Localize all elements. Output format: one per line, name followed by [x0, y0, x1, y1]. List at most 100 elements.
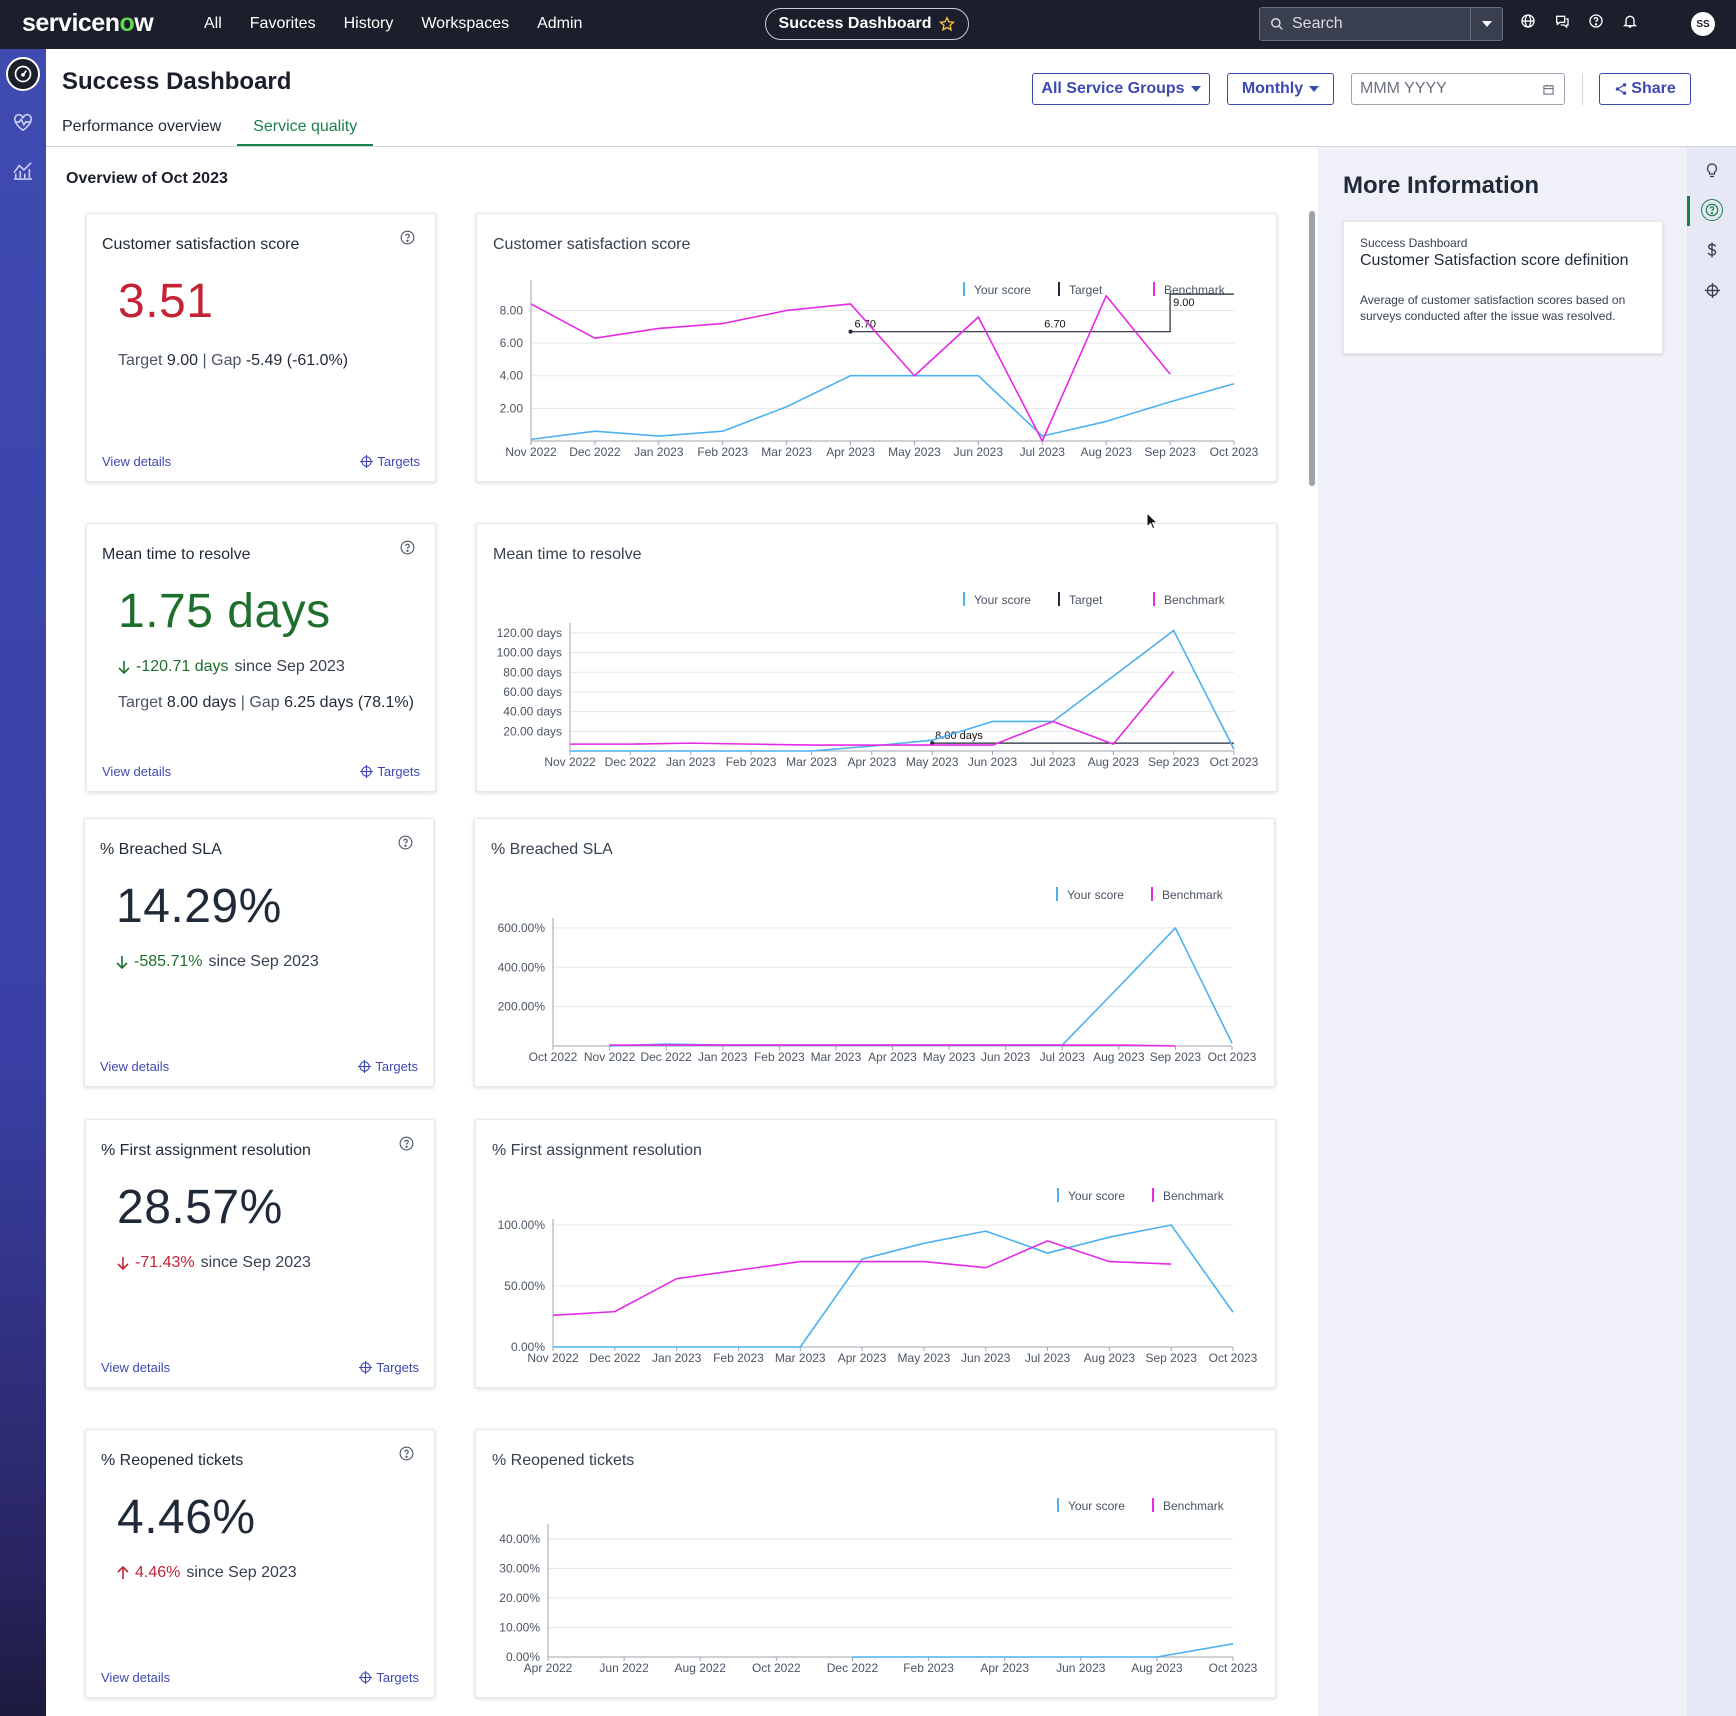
share-button[interactable]: Share [1599, 73, 1691, 105]
mouse-cursor-icon [1146, 512, 1158, 530]
breached-sla-line-chart: Your score Benchmark 200.00% 400.00% 600.00%… [498, 887, 1257, 1064]
globe-icon[interactable] [1520, 13, 1536, 29]
target-value: 8.00 days [166, 694, 237, 711]
chart-icon [13, 162, 33, 180]
x-tick-label: Aug 2022 [675, 1661, 727, 1675]
servicenow-logo[interactable]: servicenow [22, 9, 154, 38]
view-details-link[interactable]: View details [101, 1670, 171, 1685]
y-tick-label: 4.00 [500, 369, 524, 383]
crosshair-icon[interactable] [1701, 279, 1723, 301]
legend-label: Benchmark [1164, 283, 1226, 297]
left-rail [0, 49, 46, 1716]
dollar-icon[interactable] [1701, 239, 1723, 261]
far-line-chart: Your score Benchmark 0.00% 50.00% 100.00% Nov… [498, 1188, 1258, 1365]
chat-icon[interactable] [1554, 13, 1570, 29]
rail-health[interactable] [6, 105, 40, 139]
tab-service-quality[interactable]: Service quality [237, 118, 374, 146]
help-icon[interactable] [399, 1136, 414, 1151]
mttr-line-chart: Your score Target Benchmark 20.00 days 40.00… [497, 592, 1259, 769]
date-field[interactable]: MMM YYYY [1351, 73, 1565, 105]
x-tick-label: Dec 2022 [589, 1351, 641, 1365]
definition-source: Success Dashboard [1360, 236, 1468, 250]
current-page-pill[interactable]: Success Dashboard [765, 8, 969, 40]
x-tick-label: Nov 2022 [544, 755, 596, 769]
x-tick-label: Sep 2023 [1144, 445, 1196, 459]
x-tick-label: Apr 2023 [868, 1050, 917, 1064]
definition-heading: Customer Satisfaction score definition [1360, 252, 1629, 269]
help-icon[interactable] [400, 230, 415, 245]
help-icon[interactable] [399, 1446, 414, 1461]
x-tick-label: Oct 2022 [752, 1661, 801, 1675]
chart-card-csat: Customer satisfaction score Your score Ta… [476, 213, 1277, 482]
chart-title: % First assignment resolution [492, 1142, 702, 1159]
global-search[interactable]: Search [1259, 7, 1503, 41]
view-details-link[interactable]: View details [102, 764, 172, 779]
target-icon [359, 1671, 373, 1684]
targets-link[interactable]: Targets [359, 1670, 419, 1685]
x-tick-label: Sep 2023 [1148, 755, 1200, 769]
delta-value: -585.71% [134, 953, 203, 970]
user-avatar[interactable]: SS [1691, 12, 1715, 36]
delta-since: since Sep 2023 [234, 658, 345, 675]
help-icon[interactable] [398, 835, 413, 850]
separator: | [202, 352, 207, 369]
x-tick-label: Dec 2022 [569, 445, 621, 459]
avatar-initials: SS [1696, 18, 1710, 30]
rail-analytics[interactable] [6, 153, 40, 187]
x-tick-label: Dec 2022 [827, 1661, 879, 1675]
targets-link[interactable]: Targets [360, 454, 420, 469]
reopened-line-chart: Your score Benchmark 0.00% 10.00% 20.00% 30.0… [499, 1498, 1258, 1675]
kpi-title: % Breached SLA [100, 841, 222, 858]
x-tick-label: May 2023 [923, 1050, 976, 1064]
targets-link[interactable]: Targets [358, 1059, 418, 1074]
y-tick-label: 30.00% [499, 1561, 540, 1575]
star-icon[interactable] [939, 16, 956, 32]
lightbulb-icon[interactable] [1701, 160, 1723, 182]
targets-link[interactable]: Targets [359, 1360, 419, 1375]
arrow-down-icon [117, 1257, 129, 1270]
service-groups-dropdown[interactable]: All Service Groups [1032, 73, 1210, 105]
search-input[interactable]: Search [1260, 15, 1470, 33]
kpi-value: 1.75 days [118, 585, 331, 638]
series-line [530, 294, 1171, 442]
help-icon[interactable] [400, 540, 415, 555]
chart-title: Customer satisfaction score [493, 236, 691, 253]
nav-favorites[interactable]: Favorites [249, 15, 316, 32]
x-tick-label: Jan 2023 [652, 1351, 702, 1365]
help-panel-icon[interactable] [1701, 199, 1723, 221]
x-tick-label: Aug 2023 [1088, 755, 1140, 769]
kpi-delta: 4.46% since Sep 2023 [117, 1564, 297, 1582]
speedometer-icon [14, 65, 32, 83]
nav-all[interactable]: All [204, 15, 222, 32]
y-tick-label: 60.00 days [503, 685, 562, 699]
gap-label: Gap [249, 694, 280, 711]
targets-link[interactable]: Targets [360, 764, 420, 779]
search-scope-dropdown[interactable] [1470, 8, 1502, 40]
gap-value: 6.25 days (78.1%) [284, 694, 414, 711]
nav-history[interactable]: History [343, 15, 394, 32]
rail-dashboard[interactable] [6, 57, 40, 91]
chart-title: % Reopened tickets [492, 1452, 635, 1469]
y-tick-label: 2.00 [500, 401, 524, 415]
view-details-link[interactable]: View details [101, 1360, 171, 1375]
nav-workspaces[interactable]: Workspaces [421, 15, 510, 32]
view-details-link[interactable]: View details [102, 454, 172, 469]
scrollbar-thumb[interactable] [1309, 211, 1315, 486]
help-icon[interactable] [1588, 13, 1604, 29]
arrow-down-icon [118, 661, 130, 674]
calendar-icon[interactable] [1543, 84, 1554, 95]
kpi-value: 14.29% [116, 880, 282, 933]
x-tick-label: Mar 2023 [761, 445, 812, 459]
x-tick-label: Mar 2023 [786, 755, 837, 769]
y-tick-label: 0.00% [506, 1650, 540, 1664]
view-details-link[interactable]: View details [100, 1059, 170, 1074]
period-dropdown[interactable]: Monthly [1227, 73, 1334, 105]
tab-performance-overview[interactable]: Performance overview [62, 118, 222, 135]
series-line [530, 374, 1235, 441]
nav-admin[interactable]: Admin [537, 15, 583, 32]
target-label: 9.00 [1173, 297, 1194, 309]
bell-icon[interactable] [1622, 13, 1638, 29]
y-tick-label: 40.00 days [503, 705, 562, 719]
x-tick-label: Jul 2023 [1020, 445, 1066, 459]
logo-text: servicen [22, 9, 120, 37]
